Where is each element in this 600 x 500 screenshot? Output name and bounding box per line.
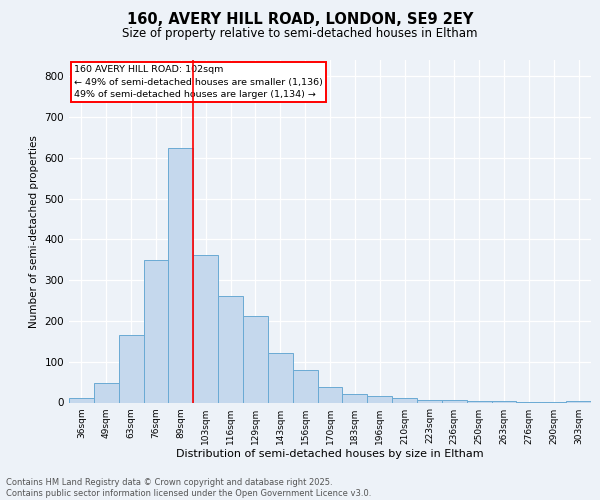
Y-axis label: Number of semi-detached properties: Number of semi-detached properties	[29, 135, 39, 328]
Bar	[243, 316, 268, 402]
Bar	[69, 398, 94, 402]
Text: 160 AVERY HILL ROAD: 102sqm
← 49% of semi-detached houses are smaller (1,136)
49: 160 AVERY HILL ROAD: 102sqm ← 49% of sem…	[74, 65, 323, 99]
Bar	[392, 398, 417, 402]
Bar	[442, 400, 467, 402]
Bar	[218, 296, 243, 403]
Bar	[193, 255, 218, 402]
Bar	[417, 400, 442, 402]
Bar	[467, 401, 491, 402]
Text: Size of property relative to semi-detached houses in Eltham: Size of property relative to semi-detach…	[122, 28, 478, 40]
Text: 160, AVERY HILL ROAD, LONDON, SE9 2EY: 160, AVERY HILL ROAD, LONDON, SE9 2EY	[127, 12, 473, 28]
Bar	[268, 353, 293, 403]
Bar	[293, 370, 317, 402]
Bar	[169, 148, 193, 402]
Bar	[367, 396, 392, 402]
Bar	[94, 384, 119, 402]
X-axis label: Distribution of semi-detached houses by size in Eltham: Distribution of semi-detached houses by …	[176, 450, 484, 460]
Bar	[143, 260, 169, 402]
Bar	[343, 394, 367, 402]
Bar	[566, 401, 591, 402]
Text: Contains HM Land Registry data © Crown copyright and database right 2025.
Contai: Contains HM Land Registry data © Crown c…	[6, 478, 371, 498]
Bar	[119, 335, 143, 402]
Bar	[317, 388, 343, 402]
